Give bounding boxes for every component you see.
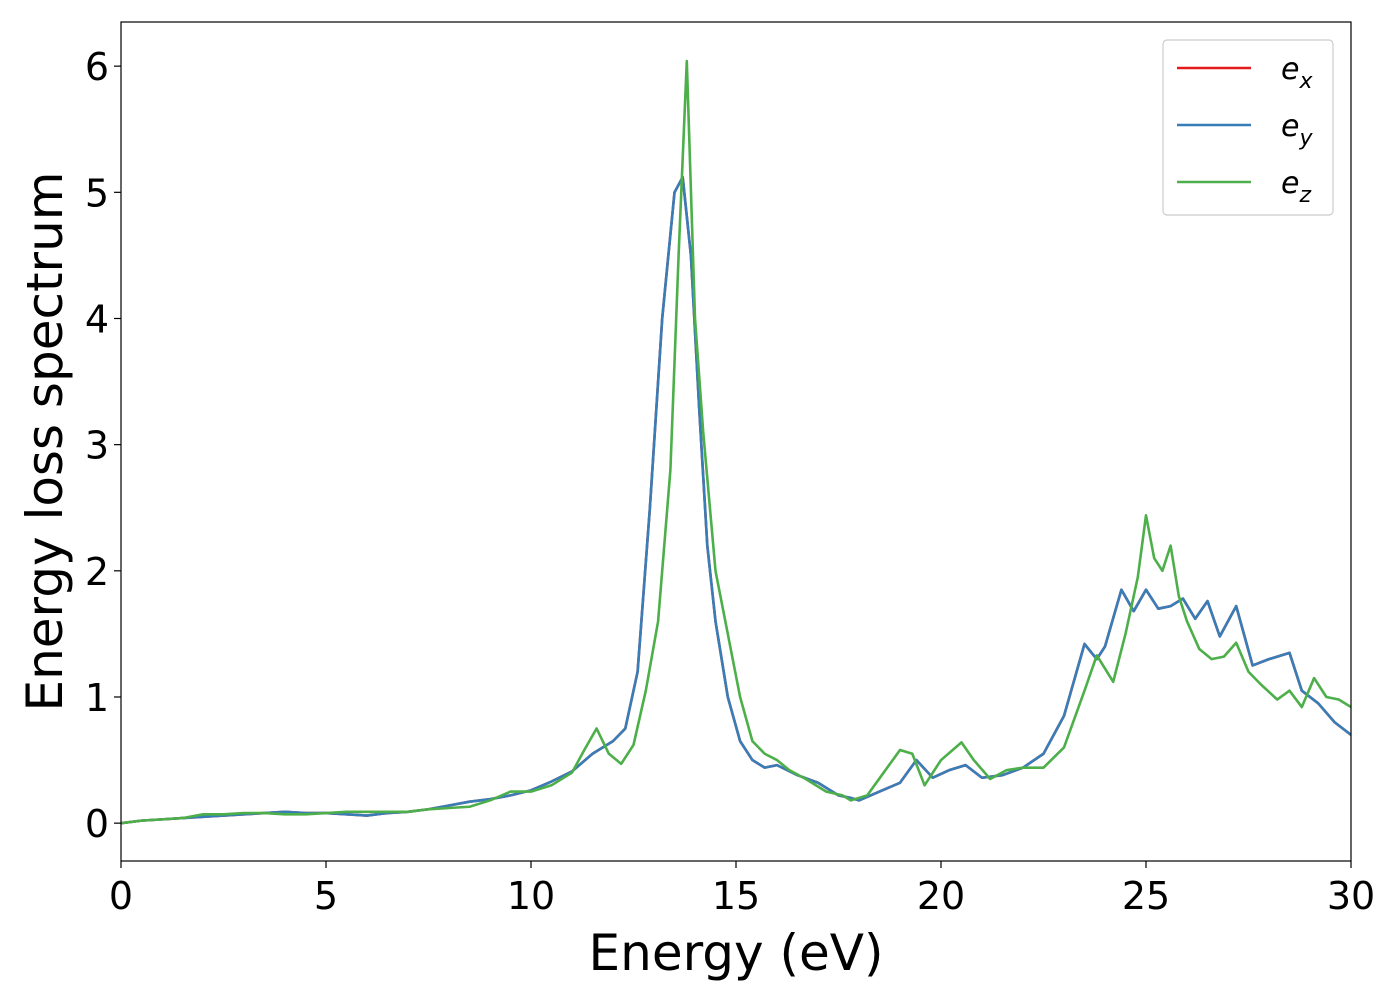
y-tick-label: 6: [85, 45, 109, 89]
legend-label-base: e: [1281, 109, 1299, 144]
y-tick-label: 4: [85, 297, 109, 341]
legend-box: [1162, 39, 1334, 216]
x-axis-title: Energy (eV): [589, 924, 884, 982]
x-tick-label: 10: [507, 874, 555, 918]
legend-label-base: e: [1281, 166, 1299, 201]
series-line-z: [121, 59, 1351, 825]
series-line-y: [121, 175, 1351, 825]
x-tick-label: 30: [1327, 874, 1375, 918]
y-tick-label: 0: [85, 802, 109, 846]
y-axis: 0 1 2 3 4 5 6: [85, 45, 121, 846]
legend-label-subscript: z: [1298, 183, 1311, 208]
x-tick-label: 25: [1122, 874, 1170, 918]
y-tick-label: 3: [85, 424, 109, 468]
legend-label-base: e: [1281, 52, 1299, 87]
legend-label-y: ey: [1281, 109, 1313, 151]
legend-label-subscript: x: [1298, 69, 1313, 94]
legend-label-subscript: y: [1298, 126, 1313, 151]
y-tick-label: 5: [85, 171, 109, 215]
x-axis: 0 5 10 15 20 25 30: [109, 861, 1375, 918]
x-tick-label: 0: [109, 874, 133, 918]
series-layer: [121, 59, 1351, 825]
legend-label-x: ex: [1281, 52, 1313, 94]
y-tick-label: 2: [85, 550, 109, 594]
y-axis-title: Energy loss spectrum: [16, 171, 74, 711]
x-tick-label: 20: [917, 874, 965, 918]
x-tick-label: 5: [314, 874, 338, 918]
x-tick-label: 15: [712, 874, 760, 918]
y-tick-label: 1: [85, 676, 109, 720]
legend-label-z: ez: [1281, 166, 1311, 208]
